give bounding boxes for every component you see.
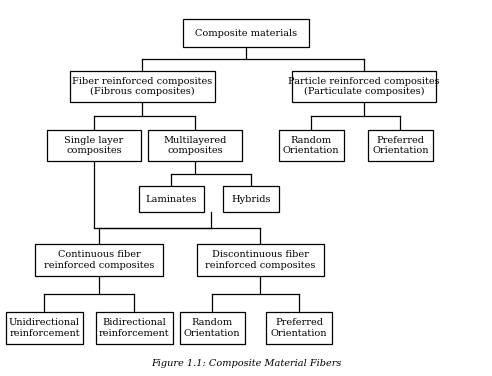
FancyBboxPatch shape (223, 186, 278, 212)
FancyBboxPatch shape (139, 186, 204, 212)
Text: Preferred
Orientation: Preferred Orientation (372, 136, 429, 155)
FancyBboxPatch shape (278, 130, 343, 161)
Text: Random
Orientation: Random Orientation (184, 318, 241, 338)
Text: Bidirectional
reinforcement: Bidirectional reinforcement (99, 318, 169, 338)
Text: Figure 1.1: Composite Material Fibers: Figure 1.1: Composite Material Fibers (151, 359, 341, 367)
FancyBboxPatch shape (197, 244, 324, 276)
Text: Single layer
composites: Single layer composites (64, 136, 124, 155)
FancyBboxPatch shape (180, 312, 245, 344)
Text: Laminates: Laminates (146, 194, 197, 203)
FancyBboxPatch shape (70, 71, 215, 102)
FancyBboxPatch shape (6, 312, 83, 344)
Text: Fiber reinforced composites
(Fibrous composites): Fiber reinforced composites (Fibrous com… (72, 77, 213, 96)
Text: Preferred
Orientation: Preferred Orientation (271, 318, 327, 338)
Text: Multilayered
composites: Multilayered composites (164, 136, 227, 155)
FancyBboxPatch shape (292, 71, 436, 102)
Text: Composite materials: Composite materials (195, 29, 297, 38)
FancyBboxPatch shape (267, 312, 332, 344)
FancyBboxPatch shape (47, 130, 141, 161)
FancyBboxPatch shape (368, 130, 433, 161)
Text: Unidirectional
reinforcement: Unidirectional reinforcement (9, 318, 80, 338)
FancyBboxPatch shape (149, 130, 243, 161)
FancyBboxPatch shape (184, 20, 308, 47)
Text: Discontinuous fiber
reinforced composites: Discontinuous fiber reinforced composite… (205, 250, 316, 270)
Text: Continuous fiber
reinforced composites: Continuous fiber reinforced composites (44, 250, 154, 270)
FancyBboxPatch shape (35, 244, 163, 276)
FancyBboxPatch shape (95, 312, 173, 344)
Text: Particle reinforced composites
(Particulate composites): Particle reinforced composites (Particul… (288, 77, 440, 96)
Text: Hybrids: Hybrids (231, 194, 271, 203)
Text: Random
Orientation: Random Orientation (283, 136, 339, 155)
